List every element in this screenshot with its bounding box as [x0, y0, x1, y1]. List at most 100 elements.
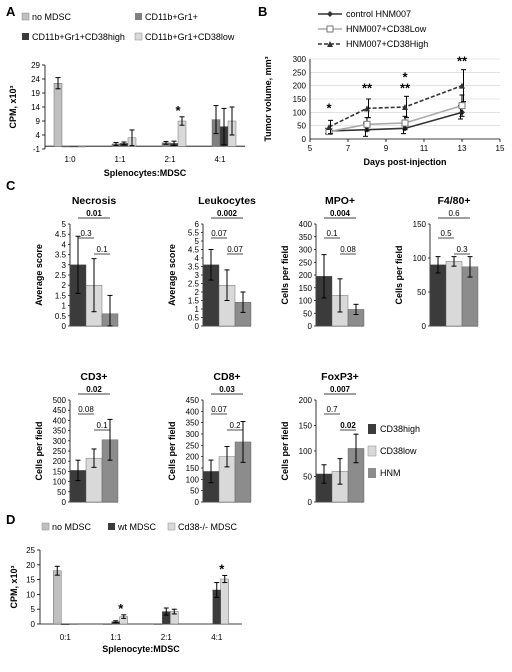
- panel-c-leukocytes-ytick-label-3: 1.5: [188, 297, 200, 306]
- panel-c-cd3-pvalue-label-2: 0.1: [96, 421, 108, 430]
- panel-c-leukocytes-ytick-label-8: 4: [195, 254, 200, 263]
- panel-c-necrosis-pvalue-label-2: 0.1: [96, 245, 108, 254]
- legend-label-no-mdsc: no MDSC: [32, 12, 72, 22]
- panel-c-cd8-ytick-label-9: 450: [186, 396, 200, 405]
- panel-c-charts: 00.511.522.533.544.55Necrosis0.010.30.1A…: [34, 195, 479, 507]
- panel-c-foxp3-pvalue-label-0: 0.007: [330, 385, 351, 394]
- panel-c-necrosis-ytick-label-6: 3: [62, 261, 67, 270]
- panel-b-xtick-label-5: 15: [496, 144, 505, 153]
- panel-d-ytick-label-5: 25: [26, 546, 35, 555]
- legend-label-cd38high-b: HNM007+CD38High: [346, 39, 428, 49]
- panel-label-b: B: [258, 4, 267, 19]
- panel-a-ytick-label-2: 9: [36, 117, 41, 126]
- panel-c-cd3-y-axis-title: Cells per field: [34, 421, 44, 480]
- panel-c-cd3-ytick-label-5: 250: [53, 447, 67, 456]
- panel-c-cd3-title: CD3+: [80, 371, 107, 383]
- panel-b-point-solid-light-3: [458, 102, 466, 110]
- panel-c-mpo-ytick-label-8: 400: [299, 220, 313, 229]
- legend-swatch-c-cd38low: [367, 445, 377, 457]
- panel-c-f4-80-pvalue-label-1: 0.5: [440, 229, 452, 238]
- panel-b-ytick-label-6: 300: [293, 55, 307, 64]
- panel-c-leukocytes-pvalue-label-1: 0.07: [211, 229, 227, 238]
- panel-d-category-label-1: 1:1: [110, 633, 122, 642]
- panel-c-leukocytes-y-axis-title: Average score: [167, 244, 177, 306]
- legend-label-control: control HNM007: [346, 9, 411, 19]
- panel-c-f4-80-ytick-label-1: 50: [417, 288, 426, 297]
- panel-d-bar-cd38ko_mdsc-3: [220, 578, 229, 625]
- panel-d-bar-no_mdsc-1: [103, 623, 112, 626]
- panel-c-leukocytes-title: Leukocytes: [198, 195, 256, 207]
- panel-c-f4-80-bar-cd38low: [445, 261, 463, 327]
- legend-label-cd11b-gr1: CD11b+Gr1+: [145, 12, 198, 22]
- panel-a-significance-star-0: *: [175, 103, 181, 118]
- panel-b-line-dashed: [328, 84, 463, 128]
- legend-label-d-no-mdsc: no MDSC: [52, 522, 92, 532]
- panel-c-leukocytes-ytick-label-0: 0: [195, 322, 200, 331]
- panel-c-necrosis-ytick-label-7: 3.5: [55, 251, 67, 260]
- panel-c-foxp3-ytick-label-4: 200: [299, 396, 313, 405]
- panel-c-cd8-ytick-label-7: 350: [186, 419, 200, 428]
- panel-a-chart: no MDSC CD11b+Gr1+ CD11b+Gr1+CD38high CD…: [8, 12, 245, 178]
- panel-c-mpo-ytick-label-3: 150: [299, 284, 313, 293]
- panel-c-cd8-pvalue-label-2: 0.2: [229, 421, 241, 430]
- panel-c-leukocytes-ytick-label-11: 5.5: [188, 229, 200, 238]
- panel-b-y-axis-title: Tumor volume, mm³: [263, 56, 273, 141]
- panel-c-necrosis-pvalue-label-1: 0.3: [80, 229, 92, 238]
- panel-c-cd3-ytick-label-9: 450: [53, 406, 67, 415]
- panel-c-necrosis-ytick-label-0: 0: [62, 322, 67, 331]
- panel-c-cd8-ytick-label-4: 200: [186, 453, 200, 462]
- legend-label-c-cd38low: CD38low: [380, 446, 417, 456]
- panel-a-y-axis-title: CPM, x10³: [8, 85, 18, 128]
- panel-d-category-label-0: 0:1: [60, 633, 72, 642]
- panel-a-category-label-0: 1:0: [64, 155, 76, 164]
- panel-d-ytick-label-3: 15: [26, 576, 35, 585]
- panel-b-ytick-label-0: 0: [302, 135, 307, 144]
- panel-c-leukocytes-ytick-label-7: 3.5: [188, 263, 200, 272]
- panel-c-foxp3-pvalue-label-1: 0.7: [326, 405, 338, 414]
- panel-b-ytick-label-1: 50: [297, 122, 306, 131]
- panel-c-f4-80-ytick-label-2: 100: [413, 254, 427, 263]
- panel-c-cd3-ytick-label-4: 200: [53, 457, 67, 466]
- panel-b-point-dashed-2: [402, 104, 408, 110]
- legend-swatch-cd38low: [134, 32, 143, 41]
- panel-a-bar-cd38high-0: [69, 145, 79, 148]
- panel-c-cd3-ytick-label-2: 100: [53, 478, 67, 487]
- panel-b-xtick-label-1: 7: [346, 144, 351, 153]
- panel-c-necrosis-ytick-label-2: 1: [62, 302, 67, 311]
- legend-label-c-cd38high: CD38high: [380, 424, 420, 434]
- panel-c-necrosis-pvalue-label-0: 0.01: [86, 209, 102, 218]
- panel-c-mpo-pvalue-label-0: 0.004: [330, 209, 351, 218]
- panel-d-ytick-label-2: 10: [26, 590, 35, 599]
- panel-c-mpo-ytick-label-1: 50: [303, 309, 312, 318]
- legend-swatch-cd38high: [22, 33, 29, 40]
- panel-d-significance-star-1: *: [219, 561, 225, 576]
- panel-b-point-dashed-3: [459, 82, 465, 89]
- panel-c-f4-80-y-axis-title: Cells per field: [394, 245, 404, 304]
- panel-b-significance-star-2: *: [402, 70, 408, 85]
- panel-b-significance-star-4: **: [457, 54, 468, 69]
- panel-label-a: A: [6, 4, 16, 19]
- panel-c-cd8-ytick-label-0: 0: [195, 498, 200, 507]
- panel-d-bar-cd38ko_mdsc-0: [69, 623, 78, 626]
- panel-c-f4-80-ytick-label-0: 0: [422, 322, 427, 331]
- panel-c-f4-80-pvalue-label-0: 0.6: [448, 209, 460, 218]
- panel-c-cd8-pvalue-label-0: 0.03: [219, 385, 235, 394]
- panel-c-cd3-ytick-label-0: 0: [62, 498, 67, 507]
- panel-c-mpo-ytick-label-5: 250: [299, 258, 313, 267]
- panel-d-category-label-2: 2:1: [161, 633, 173, 642]
- panel-c-cd8-ytick-label-3: 150: [186, 464, 200, 473]
- panel-c-cd8-title: CD8+: [213, 371, 240, 383]
- panel-c-leukocytes-ytick-label-2: 1: [195, 305, 200, 314]
- panel-b-chart: control HNM007 HNM007+CD38Low HNM007+CD3…: [263, 9, 505, 167]
- panel-b-line-solid-dark: [328, 111, 463, 132]
- panel-c-mpo-y-axis-title: Cells per field: [280, 245, 290, 304]
- panel-c-foxp3-pvalue-label-2: 0.02: [340, 421, 356, 430]
- panel-label-c: C: [6, 178, 16, 193]
- panel-c-mpo-ytick-label-4: 200: [299, 271, 313, 280]
- panel-b-significance-star-0: *: [326, 100, 332, 115]
- panel-c-mpo-ytick-label-6: 300: [299, 246, 313, 255]
- panel-c-cd8-y-axis-title: Cells per field: [167, 421, 177, 480]
- legend-label-d-wt: wt MDSC: [117, 522, 157, 532]
- panel-a-bar-no_mdsc-0: [53, 82, 63, 147]
- panel-d-x-axis-title: Splenocyte:MDSC: [102, 644, 180, 654]
